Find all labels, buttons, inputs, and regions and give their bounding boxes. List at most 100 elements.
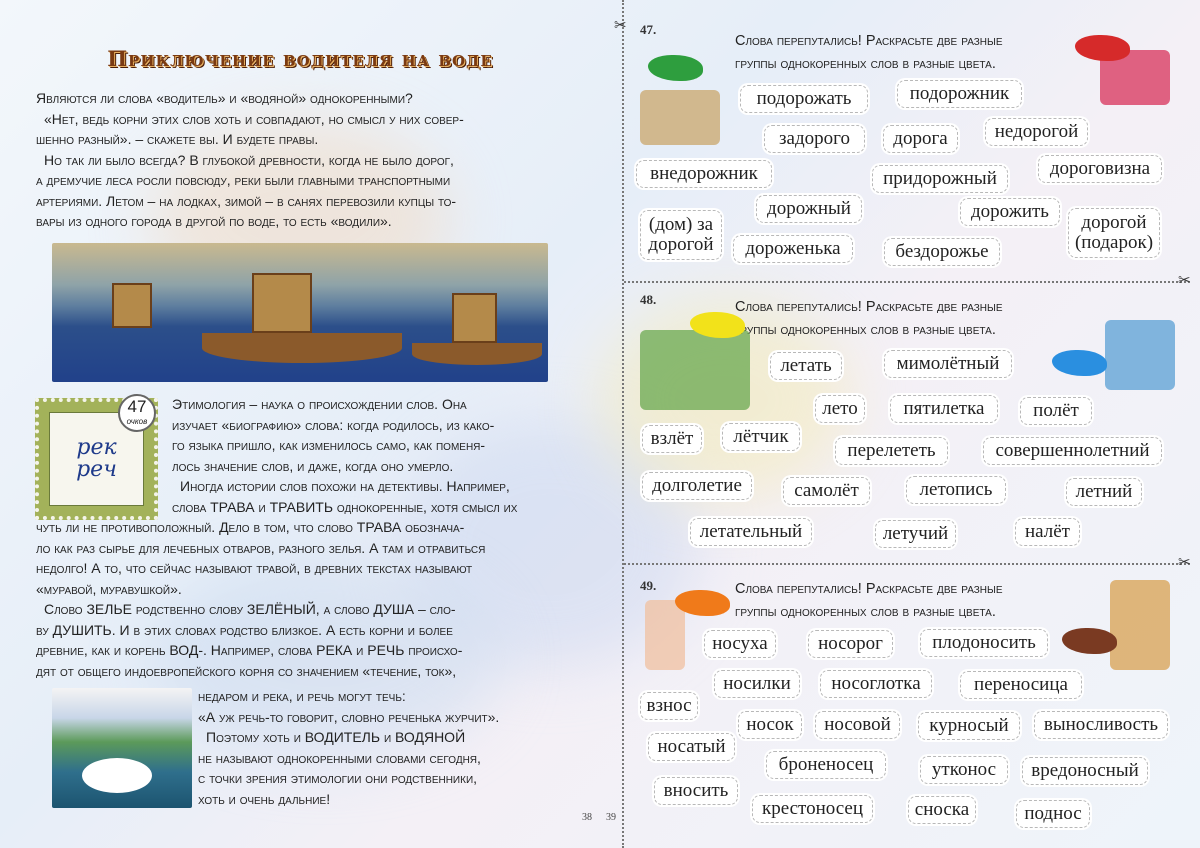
text-line: ву ДУШИТЬ. И в этих словах родство близк… [36, 621, 453, 638]
word-card[interactable]: летательный [690, 518, 812, 546]
word-card[interactable]: летний [1066, 478, 1142, 506]
cut-line-vertical [622, 0, 624, 848]
cut-line [624, 563, 1190, 565]
word-card[interactable]: полёт [1020, 397, 1092, 425]
instruction-line: Слова перепутались! Раскрасьте две разны… [735, 33, 1003, 49]
text-line: недаром и река, и речь могут течь: [198, 688, 406, 704]
word-card[interactable]: плодоносить [920, 629, 1048, 657]
word-card[interactable]: курносый [918, 712, 1020, 740]
text-line: Но так ли было всегда? В глубокой древно… [44, 151, 454, 168]
word-card[interactable]: вредоносный [1022, 757, 1148, 785]
word-card[interactable]: носуха [704, 630, 776, 658]
word-card[interactable]: подорожать [740, 85, 868, 113]
word-card[interactable]: носовой [815, 711, 900, 739]
stamp-text: рек [76, 435, 117, 460]
word-card[interactable]: придорожный [872, 165, 1008, 193]
color-swatch [1062, 628, 1117, 654]
word-card[interactable]: дорогой (подарок) [1068, 208, 1160, 258]
word-card[interactable]: крестоносец [752, 795, 873, 823]
word-card[interactable]: выносливость [1034, 711, 1168, 739]
word-card[interactable]: мимолётный [884, 350, 1012, 378]
etymology-text: Этимология – наука о происхождении слов.… [172, 394, 517, 517]
word-card[interactable]: подорожник [897, 80, 1022, 108]
task-instruction: Слова перепутались! Раскрасьте две разны… [735, 296, 1003, 342]
text-line: «Нет, ведь корни этих слов хоть и совпад… [44, 110, 464, 127]
text-line: го языка пришло, как изменилось само, ка… [172, 437, 486, 453]
color-swatch [648, 55, 703, 81]
word-card[interactable]: броненосец [766, 751, 886, 779]
word-card[interactable]: (дом) за дорогой [640, 210, 722, 260]
text-line: дят от общего индоевропейского корня со … [36, 662, 457, 679]
text-line: хоть и очень дальние! [198, 790, 331, 807]
task-instruction: Слова перепутались! Раскрасьте две разны… [735, 30, 1003, 76]
task-number: 49. [640, 578, 657, 593]
text-line: древние, как и корень ВОД-. Например, сл… [36, 642, 463, 658]
stamp-text: реч [76, 457, 117, 482]
word-card[interactable]: вносить [654, 777, 738, 805]
intro-text: Являются ли слова «водитель» и «водяной»… [36, 88, 464, 232]
swan-illustration [52, 688, 192, 808]
text-line: изучает «биографию» слова: когда родилос… [172, 416, 495, 433]
scissors-icon: ✂ [1178, 272, 1191, 289]
word-card[interactable]: летопись [906, 476, 1006, 504]
word-card[interactable]: утконос [920, 756, 1008, 784]
word-card[interactable]: пятилетка [890, 395, 998, 423]
word-card[interactable]: долголетие [642, 472, 752, 500]
text-line: Слово ЗЕЛЬЕ родственно слову ЗЕЛЁНЫЙ, а … [44, 601, 456, 617]
boy-illustration [1110, 580, 1170, 670]
word-card[interactable]: лето [815, 395, 865, 423]
text-line: с точки зрения этимологии они родственни… [198, 770, 478, 786]
word-card[interactable]: носок [738, 711, 802, 739]
color-swatch [1052, 350, 1107, 376]
word-card[interactable]: задорого [764, 125, 865, 153]
word-card[interactable]: летать [770, 352, 842, 380]
word-card[interactable]: бездорожье [884, 238, 1000, 266]
text-line: Иногда истории слов похожи на детективы.… [180, 478, 510, 494]
word-card[interactable]: совершеннолетний [983, 437, 1162, 465]
word-card[interactable]: носоглотка [820, 670, 932, 698]
word-card[interactable]: дорожить [960, 198, 1060, 226]
word-card[interactable]: недорогой [985, 118, 1088, 146]
task-number: 47. [640, 22, 657, 37]
car-illustration [640, 90, 720, 145]
nose-illustration [645, 600, 685, 670]
scissors-icon: ✂ [1178, 554, 1191, 571]
word-card[interactable]: дорога [883, 125, 958, 153]
word-card[interactable]: внедорожник [636, 160, 772, 188]
word-card[interactable]: летучий [875, 520, 956, 548]
word-card[interactable]: перелететь [835, 437, 948, 465]
word-card[interactable]: носорог [808, 630, 893, 658]
page-number-right: 39 [606, 812, 616, 823]
text-line: Этимология – наука о происхождении слов.… [172, 396, 467, 412]
points-badge: 47 очков [118, 394, 156, 432]
word-card[interactable]: поднос [1016, 800, 1090, 828]
word-card[interactable]: лётчик [722, 423, 800, 451]
color-swatch [675, 590, 730, 616]
text-line: недолго! А то, что сейчас называют траво… [36, 560, 473, 576]
word-card[interactable]: налёт [1015, 518, 1080, 546]
word-card[interactable]: переносица [960, 671, 1082, 699]
word-card[interactable]: носилки [714, 670, 800, 698]
instruction-line: группы однокоренных слов в разные цвета. [735, 56, 996, 72]
word-card[interactable]: самолёт [783, 477, 870, 505]
word-card[interactable]: носатый [648, 733, 735, 761]
forest-illustration [640, 330, 750, 410]
word-card[interactable]: взнос [640, 692, 698, 720]
instruction-line: Слова перепутались! Раскрасьте две разны… [735, 581, 1003, 597]
instruction-line: Слова перепутались! Раскрасьте две разны… [735, 299, 1003, 315]
instruction-line: группы однокоренных слов в разные цвета. [735, 322, 996, 338]
text-line: ло как раз сырье для лечебных отваров, р… [36, 539, 486, 556]
points-value: 47 [127, 397, 147, 416]
text-line: не называют однокоренными словами сегодн… [198, 749, 481, 766]
text-line: Поэтому хоть и ВОДИТЕЛЬ и ВОДЯНОЙ [206, 729, 466, 745]
instruction-line: группы однокоренных слов в разные цвета. [735, 604, 996, 620]
cut-line [624, 281, 1190, 283]
scissors-icon: ✂ [614, 17, 627, 34]
swans-illustration [1105, 320, 1175, 390]
word-card[interactable]: сноска [908, 796, 976, 824]
word-card[interactable]: дороженька [733, 235, 853, 263]
word-card[interactable]: дорожный [756, 195, 862, 223]
ships-painting [52, 243, 548, 382]
word-card[interactable]: дороговизна [1038, 155, 1162, 183]
word-card[interactable]: взлёт [642, 425, 702, 453]
